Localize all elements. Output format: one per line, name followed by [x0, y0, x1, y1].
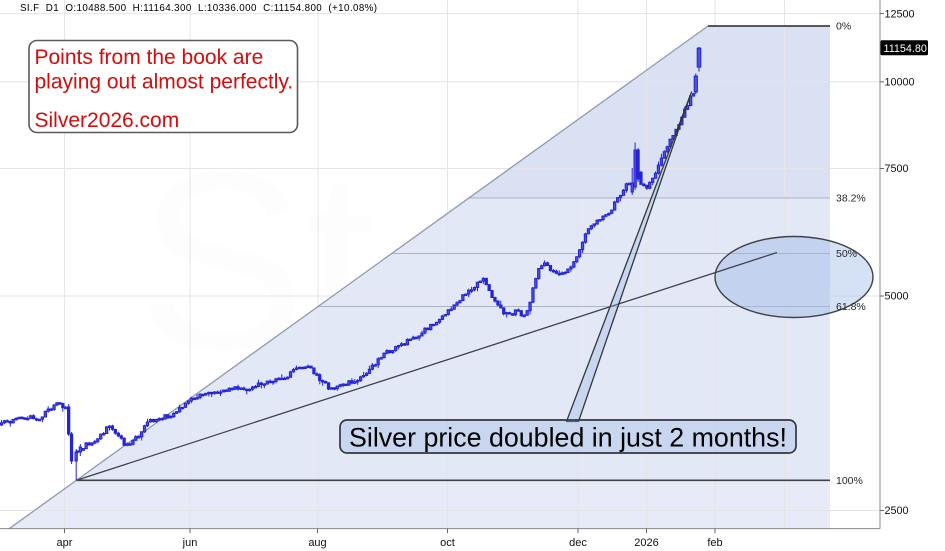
svg-text:Points from the book are: Points from the book are: [35, 46, 264, 69]
svg-text:10000: 10000: [885, 77, 915, 89]
svg-text:SI.F D1 O:10488.500 H:11164: SI.F D1 O:10488.500 H:11164.300 L:10336.…: [20, 3, 377, 14]
svg-text:2500: 2500: [885, 505, 909, 517]
svg-text:12500: 12500: [885, 8, 915, 20]
svg-text:dec: dec: [569, 537, 587, 549]
svg-text:jun: jun: [182, 537, 198, 549]
svg-text:50%: 50%: [836, 248, 857, 260]
svg-text:7500: 7500: [885, 163, 909, 175]
svg-text:11154.80: 11154.80: [884, 43, 927, 55]
svg-text:Silver price doubled in just 2: Silver price doubled in just 2 months!: [349, 423, 787, 453]
svg-text:oct: oct: [440, 537, 455, 549]
svg-text:100%: 100%: [836, 475, 863, 487]
svg-text:apr: apr: [57, 537, 73, 549]
svg-text:Silver2026.com: Silver2026.com: [35, 109, 180, 132]
svg-text:feb: feb: [707, 537, 722, 549]
svg-text:playing out almost perfectly.: playing out almost perfectly.: [35, 71, 294, 94]
svg-text:61.8%: 61.8%: [836, 301, 866, 313]
svg-text:aug: aug: [308, 537, 326, 549]
svg-text:0%: 0%: [836, 21, 851, 33]
svg-text:2026: 2026: [634, 537, 658, 549]
svg-text:38.2%: 38.2%: [836, 193, 866, 205]
svg-text:5000: 5000: [885, 291, 909, 303]
